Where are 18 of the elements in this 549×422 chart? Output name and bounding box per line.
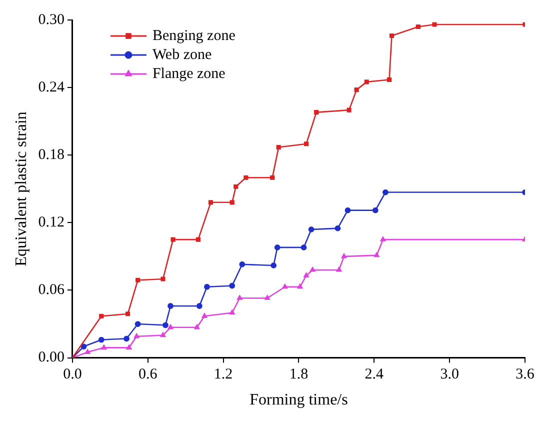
y-tick-label: 0.06 [38,282,65,298]
y-tick-label: 0.12 [38,214,64,231]
y-axis-title: Equivalent plastic strain [12,112,30,266]
y-tick-label: 0.00 [38,350,64,366]
x-tick-label: 0.0 [63,366,82,383]
x-tick-label: 3.0 [440,366,459,383]
x-tick-label: 3.6 [516,366,535,383]
x-tick-label: 1.8 [289,366,308,383]
legend-label: Flange zone [152,66,226,82]
x-tick-label: 1.2 [214,366,233,383]
x-axis-title: Forming time/s [250,392,348,409]
y-tick-label: 0.24 [38,79,65,96]
y-tick-label: 0.18 [38,147,64,164]
legend-label: Web zone [152,46,212,63]
legend-label: Benging zone [152,28,236,44]
y-tick-label: 0.30 [38,12,64,28]
x-tick-label: 2.4 [364,366,384,383]
x-tick-label: 0.6 [138,366,158,383]
